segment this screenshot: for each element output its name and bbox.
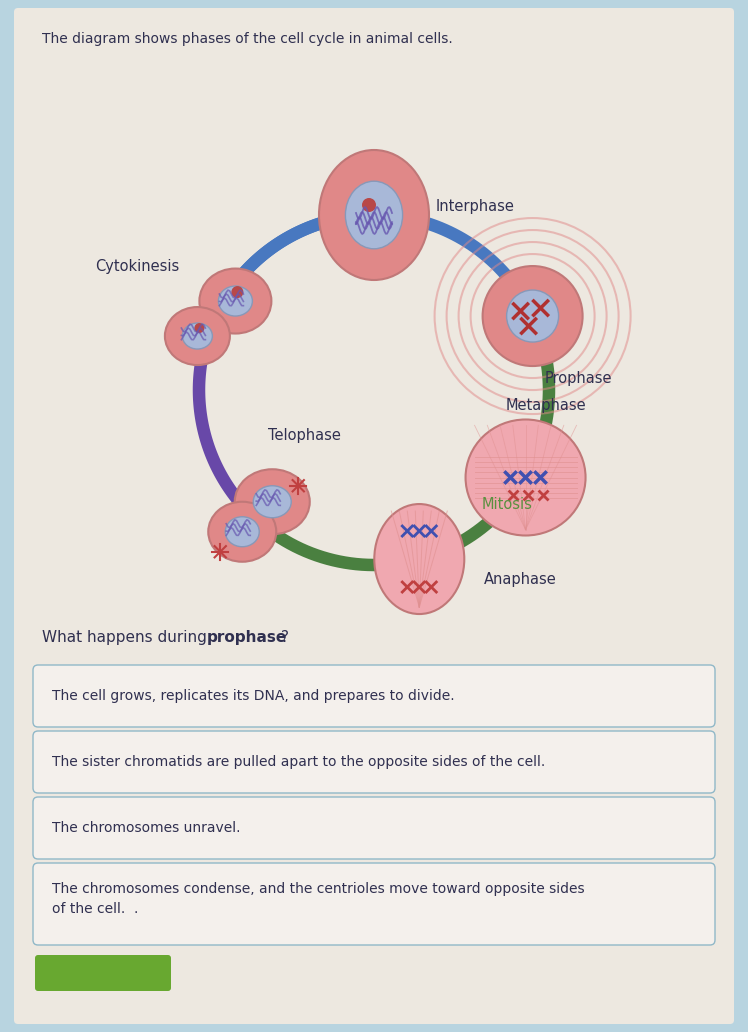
Text: of the cell.  .: of the cell. . xyxy=(52,902,138,916)
Text: Telophase: Telophase xyxy=(269,428,341,443)
Text: The diagram shows phases of the cell cycle in animal cells.: The diagram shows phases of the cell cyc… xyxy=(42,32,453,46)
Text: ?: ? xyxy=(281,630,289,645)
FancyBboxPatch shape xyxy=(33,797,715,859)
Ellipse shape xyxy=(225,517,260,547)
Circle shape xyxy=(231,286,243,298)
FancyBboxPatch shape xyxy=(35,955,171,991)
Text: Anaphase: Anaphase xyxy=(484,572,557,586)
Ellipse shape xyxy=(235,470,310,535)
Text: prophase: prophase xyxy=(207,630,287,645)
Ellipse shape xyxy=(254,486,291,518)
Text: The chromosomes unravel.: The chromosomes unravel. xyxy=(52,821,241,835)
Text: Prophase: Prophase xyxy=(545,370,612,386)
Text: The sister chromatids are pulled apart to the opposite sides of the cell.: The sister chromatids are pulled apart t… xyxy=(52,755,545,769)
Polygon shape xyxy=(520,303,536,324)
Text: Cytokinesis: Cytokinesis xyxy=(96,259,180,273)
Ellipse shape xyxy=(482,266,583,366)
Ellipse shape xyxy=(346,182,402,249)
FancyBboxPatch shape xyxy=(14,8,734,1024)
FancyBboxPatch shape xyxy=(33,863,715,945)
Polygon shape xyxy=(205,308,221,325)
Ellipse shape xyxy=(165,308,230,365)
Text: Mitosis: Mitosis xyxy=(481,496,532,512)
Ellipse shape xyxy=(506,290,559,342)
FancyBboxPatch shape xyxy=(33,665,715,727)
Ellipse shape xyxy=(218,286,252,316)
Ellipse shape xyxy=(208,502,276,561)
Ellipse shape xyxy=(183,323,212,349)
Ellipse shape xyxy=(374,504,465,614)
Text: What happens during: What happens during xyxy=(42,630,212,645)
Text: The chromosomes condense, and the centrioles move toward opposite sides: The chromosomes condense, and the centri… xyxy=(52,882,585,896)
Ellipse shape xyxy=(465,419,586,536)
Polygon shape xyxy=(254,518,276,539)
Polygon shape xyxy=(369,206,383,224)
Text: Metaphase: Metaphase xyxy=(506,398,586,413)
Text: The cell grows, replicates its DNA, and prepares to divide.: The cell grows, replicates its DNA, and … xyxy=(52,689,455,703)
Ellipse shape xyxy=(319,150,429,280)
Circle shape xyxy=(194,323,204,333)
Text: Interphase: Interphase xyxy=(436,199,515,215)
Ellipse shape xyxy=(200,268,272,333)
Circle shape xyxy=(362,198,376,212)
FancyBboxPatch shape xyxy=(33,731,715,793)
